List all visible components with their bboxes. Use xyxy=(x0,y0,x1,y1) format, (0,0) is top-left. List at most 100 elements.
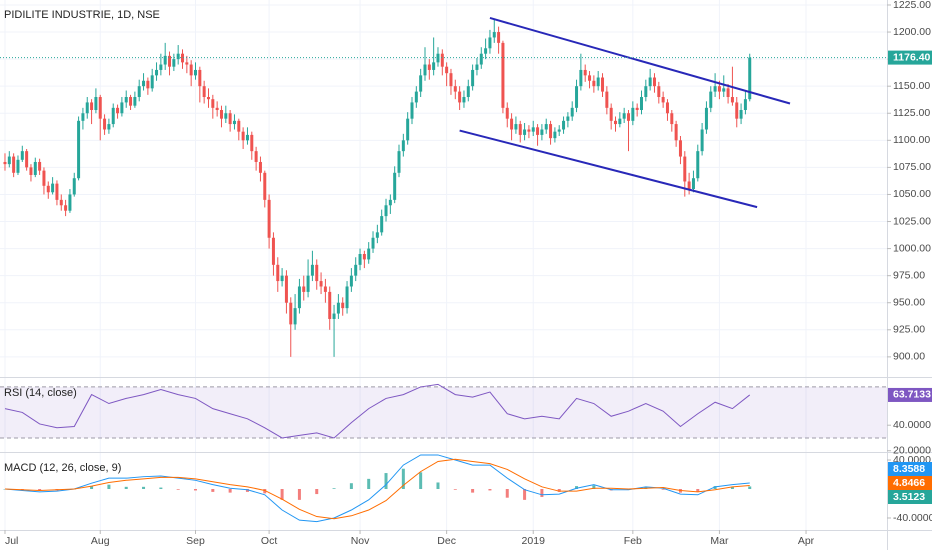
macd-histogram-bar xyxy=(419,472,423,490)
candle-body xyxy=(505,107,509,119)
candle-body xyxy=(146,80,150,89)
pane-title: PIDILITE INDUSTRIE, 1D, NSE xyxy=(4,9,160,21)
candle-body xyxy=(181,53,185,63)
macd-value-label: 8.3588 xyxy=(893,463,925,475)
x-tick-label: Mar xyxy=(710,535,729,547)
candle-body xyxy=(401,140,405,152)
candle-body xyxy=(553,131,557,139)
candle-body xyxy=(129,97,133,106)
macd-histogram-bar xyxy=(245,489,249,492)
candle-body xyxy=(271,237,275,265)
macd-histogram-bar xyxy=(557,489,561,492)
candle-body xyxy=(445,66,449,74)
grid-layer xyxy=(0,0,887,530)
macd-histogram-bar xyxy=(661,489,665,490)
macd-histogram-bar xyxy=(332,488,336,490)
candle-body xyxy=(12,156,16,173)
candle-body xyxy=(380,216,384,233)
candle-body xyxy=(419,75,423,92)
macd-histogram-bar xyxy=(748,486,752,490)
candle-body xyxy=(29,167,33,175)
rsi-band-fill xyxy=(0,386,887,438)
y-tick-label: -40.0000 xyxy=(893,512,932,524)
candle-body xyxy=(657,86,661,98)
candle-body xyxy=(665,102,669,114)
candle-body xyxy=(717,86,721,92)
candle-body xyxy=(159,64,163,70)
candle-body xyxy=(458,91,462,103)
macd-histogram-bar xyxy=(436,482,440,490)
candle-body xyxy=(436,53,440,63)
candle-body xyxy=(652,77,656,87)
candle-body xyxy=(501,42,505,108)
candle-body xyxy=(163,55,167,65)
candle-body xyxy=(696,151,700,179)
candle-body xyxy=(258,161,262,173)
y-tick-label: 1050.00 xyxy=(893,188,931,200)
candle-body xyxy=(384,205,388,217)
candle-body xyxy=(224,113,228,119)
candle-body xyxy=(479,53,483,65)
candle-body xyxy=(42,170,46,186)
candle-body xyxy=(254,151,258,162)
candle-body xyxy=(77,120,81,179)
macd-histogram-bar xyxy=(297,489,301,500)
candle-body xyxy=(596,77,600,87)
candle-body xyxy=(639,97,643,111)
current-price-label: 1176.40 xyxy=(893,51,931,63)
candle-body xyxy=(345,286,349,309)
candle-body xyxy=(68,194,72,211)
candle-body xyxy=(449,73,453,87)
macd-histogram-bar xyxy=(696,489,700,492)
candle-body xyxy=(310,264,314,276)
candle-body xyxy=(661,97,665,103)
macd-histogram-bar xyxy=(142,486,146,490)
macd-histogram-bar xyxy=(523,489,527,500)
macd-histogram-bar xyxy=(730,486,734,490)
x-tick-label: Aug xyxy=(91,535,110,547)
y-tick-label: 925.00 xyxy=(893,324,925,336)
candle-body xyxy=(475,64,479,70)
candle-body xyxy=(510,118,514,130)
candle-body xyxy=(709,91,713,108)
candle-body xyxy=(280,275,284,282)
candle-body xyxy=(72,178,76,195)
candle-body xyxy=(531,127,535,132)
candle-body xyxy=(358,254,362,265)
candle-body xyxy=(168,55,172,67)
candle-body xyxy=(289,302,293,325)
macd-histogram-bar xyxy=(280,489,284,500)
candle-body xyxy=(570,107,574,117)
y-tick-label: 975.00 xyxy=(893,269,925,281)
candle-body xyxy=(250,134,254,152)
candle-body xyxy=(388,199,392,206)
candle-body xyxy=(743,99,747,111)
candle-body xyxy=(670,113,674,125)
candle-body xyxy=(237,120,241,132)
candle-body xyxy=(614,120,618,125)
candle-body xyxy=(155,69,159,76)
x-tick-label: Sep xyxy=(186,535,205,547)
candle-body xyxy=(103,118,107,130)
candle-body xyxy=(107,124,111,130)
macd-histogram-bar xyxy=(592,485,596,490)
candle-body xyxy=(51,183,55,193)
candle-body xyxy=(90,102,94,111)
candle-body xyxy=(678,140,682,157)
candle-body xyxy=(410,102,414,119)
y-tick-label: 950.00 xyxy=(893,297,925,309)
candle-body xyxy=(440,53,444,67)
candle-body xyxy=(297,286,301,309)
macd-value-label: 3.5123 xyxy=(893,491,925,503)
candle-body xyxy=(349,275,353,287)
macd-value-label: 4.8466 xyxy=(893,477,925,489)
candle-body xyxy=(622,113,626,119)
candle-body xyxy=(362,254,366,260)
candle-body xyxy=(219,110,223,119)
candle-body xyxy=(55,183,59,200)
candle-body xyxy=(142,80,146,87)
y-tick-label: 1100.00 xyxy=(893,134,930,146)
macd-histogram-bar xyxy=(401,468,405,490)
